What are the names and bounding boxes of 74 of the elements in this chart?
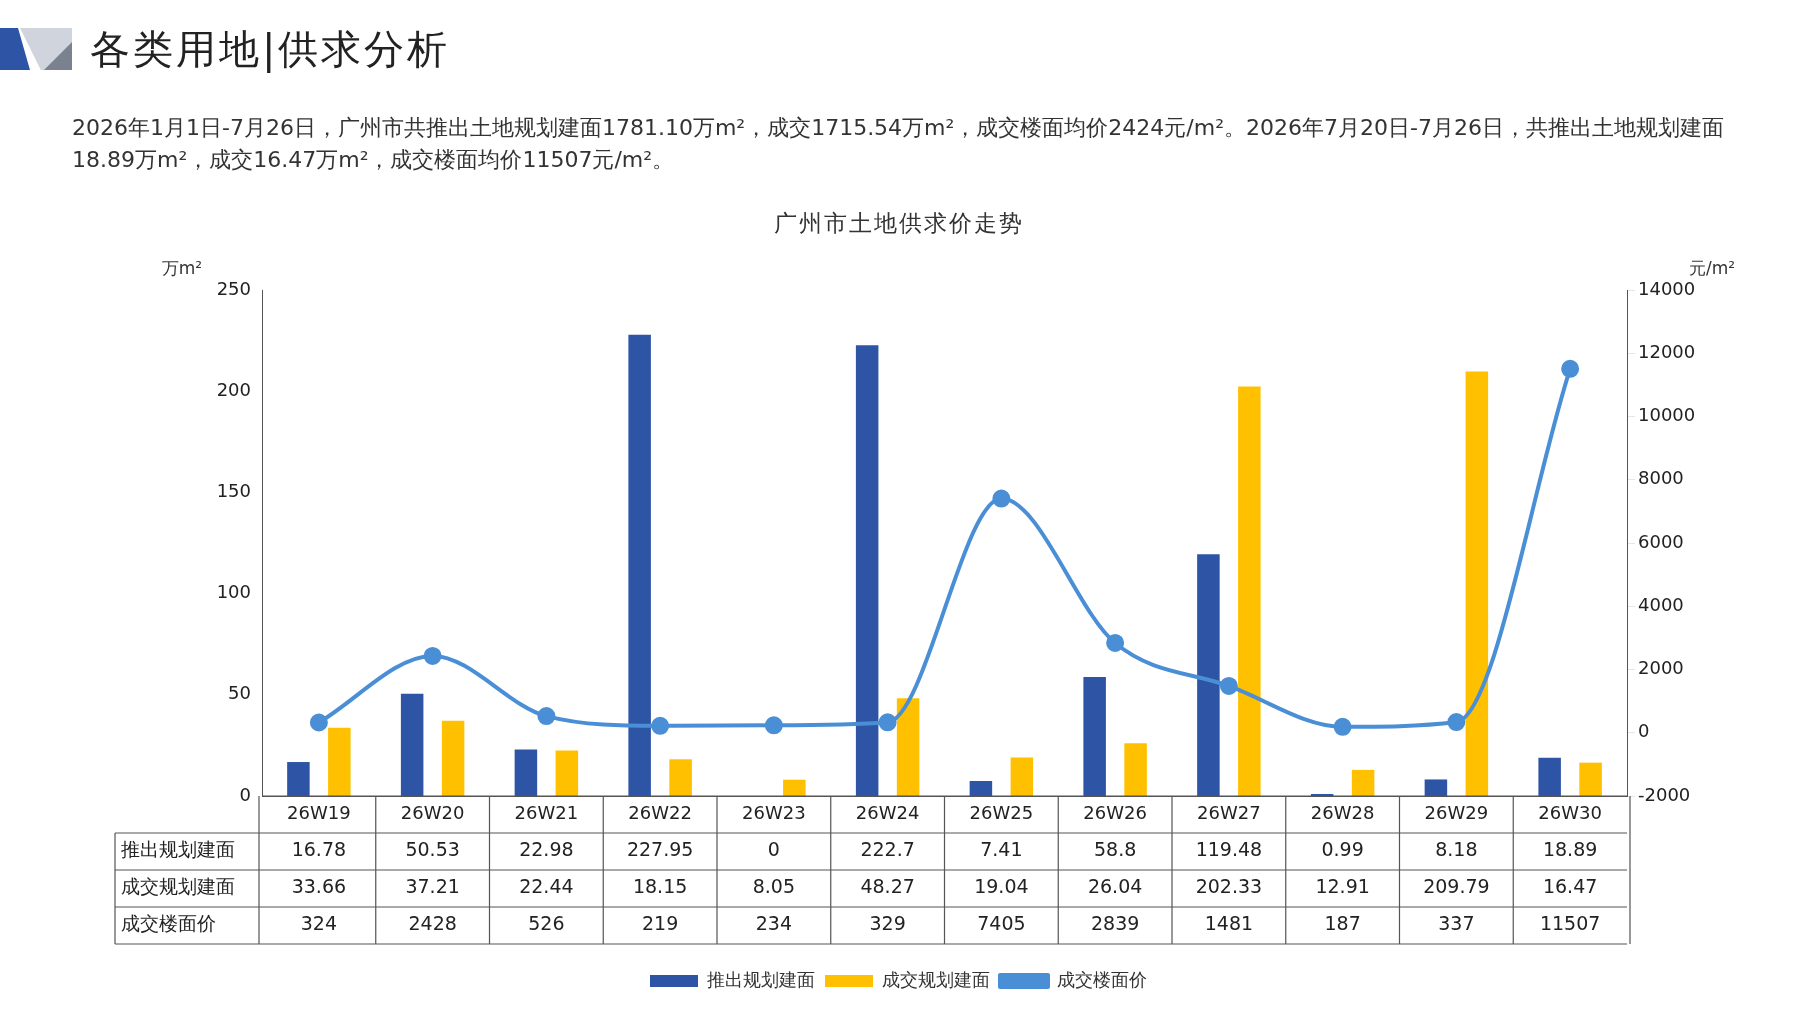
x-tick-label: 26W19 bbox=[287, 802, 351, 824]
data-label: 2428 bbox=[408, 912, 457, 935]
data-label: 337 bbox=[1438, 912, 1475, 935]
data-label: 16.47 bbox=[1542, 875, 1598, 898]
y-tick-label: 150 bbox=[216, 480, 251, 502]
data-label: 324 bbox=[300, 912, 338, 935]
data-label: 0 bbox=[767, 838, 780, 861]
data-label: 22.44 bbox=[519, 875, 574, 898]
text: 推出规划建面 bbox=[121, 838, 235, 861]
data-label: 187 bbox=[1324, 912, 1361, 935]
data-label: 22.98 bbox=[519, 838, 574, 861]
data-label: 8.05 bbox=[752, 875, 796, 898]
data-label: 7.41 bbox=[980, 838, 1023, 861]
data-label: 1481 bbox=[1204, 912, 1254, 935]
text: 成交楼面价 bbox=[121, 912, 216, 935]
data-label: 8.18 bbox=[1435, 838, 1478, 861]
x-tick-label: 26W20 bbox=[400, 802, 465, 824]
y2-tick-label: -2000 bbox=[1638, 783, 1691, 805]
x-tick-label: 26W22 bbox=[628, 802, 692, 824]
y2-axis-title: 元/m² bbox=[1688, 258, 1736, 279]
x-tick-label: 26W27 bbox=[1197, 802, 1261, 824]
y-tick-label: 200 bbox=[216, 378, 251, 400]
data-label: 202.33 bbox=[1195, 875, 1263, 898]
y2-tick-label: 0 bbox=[1638, 720, 1650, 742]
y-tick-label: 100 bbox=[216, 581, 251, 603]
data-label: 219 bbox=[641, 912, 679, 935]
data-label: 234 bbox=[755, 912, 793, 935]
data-label: 0.99 bbox=[1321, 838, 1364, 861]
x-tick-label: 26W21 bbox=[514, 802, 579, 824]
y-axis-title: 万m² bbox=[161, 258, 203, 279]
data-label: 16.78 bbox=[291, 838, 347, 861]
data-label: 329 bbox=[869, 912, 906, 935]
data-label: 7405 bbox=[977, 912, 1026, 935]
text: 成交规划建面 bbox=[121, 875, 235, 898]
y2-tick-label: 12000 bbox=[1638, 340, 1696, 362]
data-label: 12.91 bbox=[1315, 875, 1370, 898]
data-label: 227.95 bbox=[626, 838, 694, 861]
data-label: 526 bbox=[528, 912, 565, 935]
y2-tick-label: 2000 bbox=[1638, 657, 1684, 679]
x-tick-label: 26W28 bbox=[1310, 802, 1375, 824]
data-label: 18.89 bbox=[1542, 838, 1598, 861]
data-label: 58.8 bbox=[1093, 838, 1137, 861]
data-label: 11507 bbox=[1539, 912, 1601, 935]
x-tick-label: 26W29 bbox=[1424, 802, 1489, 824]
data-label: 50.53 bbox=[405, 838, 460, 861]
data-label: 37.21 bbox=[405, 875, 460, 898]
text: 2026年1月1日-7月26日，广州市共推出土地规划建面1781.10万m²，成交1715.54万m²，成交楼面均价2424元/m²。2026年7月20日-7月26日，共推出土地规划建面18.89万m²，成交16.47万m²，成交楼面均价11507元/m²。 bbox=[72, 114, 1725, 174]
y2-tick-label: 10000 bbox=[1638, 404, 1696, 426]
y2-tick-label: 4000 bbox=[1638, 593, 1684, 615]
y2-tick-label: 8000 bbox=[1638, 467, 1684, 489]
data-label: 119.48 bbox=[1195, 838, 1263, 861]
y-tick-label: 250 bbox=[216, 277, 251, 299]
y-tick-label: 0 bbox=[239, 783, 251, 805]
data-label: 48.27 bbox=[860, 875, 915, 898]
chart-title: 广州市土地供求价走势 bbox=[772, 209, 1025, 238]
x-tick-label: 26W25 bbox=[969, 802, 1034, 824]
legend-label: 成交楼面价 bbox=[1057, 968, 1147, 990]
data-label: 26.04 bbox=[1087, 875, 1143, 898]
x-tick-label: 26W23 bbox=[742, 802, 806, 824]
data-label: 18.15 bbox=[632, 875, 688, 898]
data-label: 19.04 bbox=[974, 875, 1029, 898]
chart-subtitle: 各类用地|供求分析 bbox=[90, 25, 451, 75]
x-tick-label: 26W26 bbox=[1083, 802, 1147, 824]
legend-label: 成交规划建面 bbox=[882, 968, 990, 990]
legend-label: 推出规划建面 bbox=[707, 968, 815, 990]
y2-tick-label: 6000 bbox=[1638, 530, 1684, 552]
y-tick-label: 50 bbox=[228, 682, 251, 704]
y2-tick-label: 14000 bbox=[1638, 277, 1696, 299]
data-label: 2839 bbox=[1090, 912, 1140, 935]
data-label: 209.79 bbox=[1423, 875, 1490, 898]
data-label: 222.7 bbox=[860, 838, 915, 861]
data-label: 33.66 bbox=[291, 875, 347, 898]
x-tick-label: 26W24 bbox=[855, 802, 920, 824]
x-tick-label: 26W30 bbox=[1538, 802, 1602, 824]
